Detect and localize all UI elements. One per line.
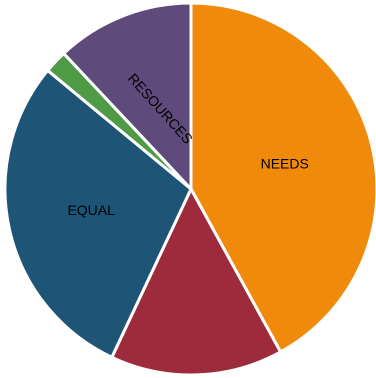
slice-label-equal: EQUAL: [67, 202, 115, 218]
pie-slice-equal: [3, 68, 193, 359]
pie-slice-needs: [189, 1, 376, 354]
pie-slice-resources: [62, 1, 193, 191]
pie-slice-unlabeled-1: [110, 187, 283, 377]
slice-label-needs: NEEDS: [261, 156, 309, 172]
